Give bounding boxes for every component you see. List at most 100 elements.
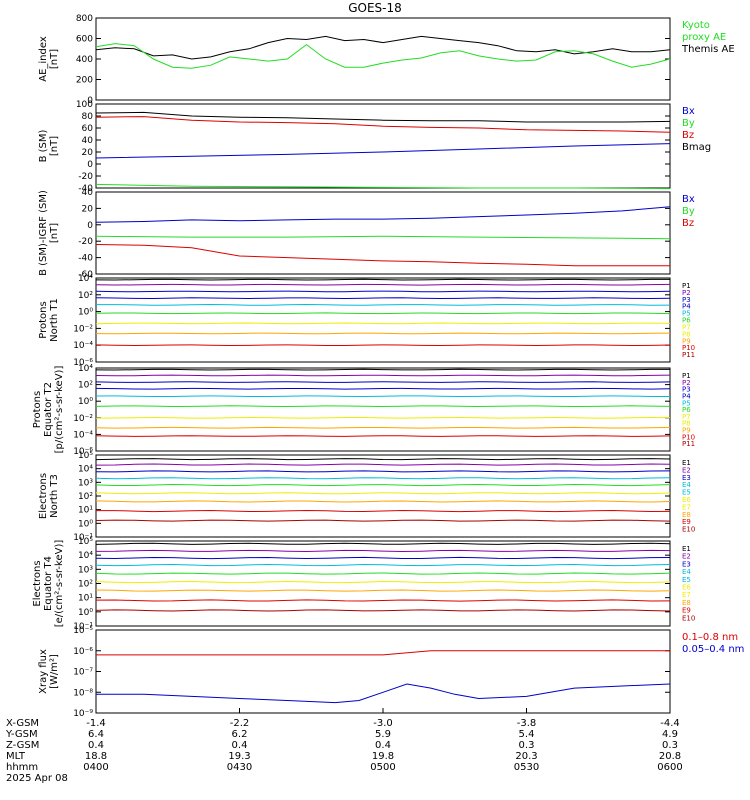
legend-label: Bz	[682, 218, 694, 229]
y-tick-label: 10¹	[78, 506, 93, 516]
y-tick-label: 0	[87, 160, 93, 170]
y-tick-label: 10⁻⁴	[73, 341, 93, 351]
series-line-P7	[95, 416, 671, 419]
ephemeris-value: 18.8	[85, 751, 107, 762]
legend-label: E9	[682, 518, 691, 526]
legend-label: P10	[682, 344, 695, 352]
ephemeris-row-label: Z-GSM	[6, 740, 39, 751]
ephemeris-row-label: X-GSM	[6, 718, 39, 729]
panel-frame	[95, 367, 671, 452]
series-line-Kyoto proxy AE	[95, 43, 671, 69]
ephemeris-table: X-GSM -1.4 -2.2 -3.0 -3.8 -4.4 Y-GSM 6.4 6.2 5.9 5…	[5, 708, 683, 784]
legend-label: E4	[682, 568, 691, 576]
series-line-P8	[95, 332, 671, 335]
y-axis-label: Protons	[38, 301, 49, 338]
panel-frame	[95, 277, 671, 363]
legend-label: P9	[682, 337, 691, 345]
ephemeris-value: 0.4	[375, 740, 391, 751]
legend-label: P5	[682, 310, 691, 318]
y-tick-label: 10¹	[78, 594, 93, 604]
series-line-P7	[95, 322, 671, 325]
y-tick-label: 10²	[78, 291, 93, 301]
y-tick-label: 10⁻¹	[73, 622, 93, 632]
ephemeris-value: -3.0	[373, 718, 393, 729]
y-axis-label: B (SM)-IGRF (SM)	[38, 190, 49, 276]
y-tick-label: 80	[82, 112, 94, 122]
legend-label: P7	[682, 323, 691, 331]
y-tick-label: 10⁻²	[73, 324, 93, 334]
y-tick-label: 10⁻¹	[73, 533, 93, 543]
panel-4: 10⁴ 10² 10⁰ 10⁻² 10⁻⁴ 10⁻⁶ Protons North T1 P1P2…	[38, 274, 695, 368]
y-tick-label: 10⁻⁷	[73, 668, 93, 678]
y-tick-label: 10⁻⁴	[73, 430, 93, 440]
series-line-P4	[95, 387, 671, 390]
legend-label: P4	[682, 303, 691, 311]
y-tick-label: 0	[87, 221, 93, 231]
legend-label: 0.1–0.8 nm	[682, 632, 738, 643]
ephemeris-value: 0430	[227, 762, 252, 773]
y-tick-label: -40	[78, 254, 93, 264]
legend-label: E7	[682, 591, 691, 599]
y-tick-label: 10⁰	[78, 397, 93, 407]
series-line-By	[95, 183, 671, 190]
ephemeris-row-label: Y-GSM	[5, 729, 38, 740]
y-tick-label: 20	[82, 148, 94, 158]
series-line-E2	[95, 463, 671, 466]
legend-label: By	[682, 206, 695, 217]
ephemeris-value: 0.4	[232, 740, 248, 751]
panel-frame	[95, 103, 671, 189]
legend-label: Bx	[682, 106, 695, 117]
y-tick-label: 40	[82, 188, 94, 198]
panel-frame	[95, 540, 671, 627]
series-line-E2	[95, 549, 671, 553]
date-label: 2025 Apr 08	[6, 773, 68, 784]
y-tick-label: 10⁰	[78, 519, 93, 529]
legend-label: P11	[682, 440, 695, 448]
series-line-Bx	[95, 206, 671, 223]
y-tick-label: 10³	[78, 565, 93, 575]
y-tick-label: 10⁻⁹	[73, 709, 93, 719]
y-tick-label: 600	[76, 35, 93, 45]
series-line-0.05–0.4 nm	[96, 683, 671, 704]
series-line-E1	[95, 458, 671, 461]
series-line-P3	[95, 381, 671, 383]
ephemeris-value: 5.9	[375, 729, 391, 740]
ephemeris-value: 4.9	[662, 729, 678, 740]
y-tick-label: 40	[82, 136, 94, 146]
legend-label: P2	[682, 379, 691, 387]
legend-label: P8	[682, 420, 691, 428]
y-axis-label: Electrons	[32, 560, 43, 606]
panel-6: 10⁵ 10⁴ 10³ 10² 10¹ 10⁰ 10⁻¹ Electrons North T3 E…	[38, 451, 695, 543]
series-line-By	[95, 235, 671, 240]
legend-label: P6	[682, 406, 691, 414]
y-tick-label: 10⁻⁶	[73, 358, 93, 368]
ephemeris-value: -3.8	[517, 718, 537, 729]
y-axis-label: [nT]	[49, 223, 60, 243]
y-axis-label: Xray flux	[38, 649, 49, 694]
series-line-Bz	[95, 116, 671, 133]
legend-label: proxy AE	[682, 32, 726, 43]
y-tick-label: -20	[78, 172, 93, 182]
y-axis-label: [nT]	[49, 136, 60, 156]
y-tick-label: 20	[82, 204, 94, 214]
y-axis-label: Equator T4	[43, 556, 54, 611]
y-tick-label: 60	[82, 124, 94, 134]
y-tick-label: 10³	[78, 478, 93, 488]
series-line-Bmag	[95, 111, 671, 123]
legend-label: E9	[682, 607, 691, 615]
ephemeris-value: 0600	[657, 762, 682, 773]
y-axis-label: [W/m²]	[49, 654, 60, 689]
legend-label: E6	[682, 584, 691, 592]
y-tick-label: 400	[76, 55, 93, 65]
legend-label: E1	[682, 545, 691, 553]
y-tick-label: 10⁴	[78, 364, 93, 374]
series-line-Bz	[95, 244, 670, 267]
y-tick-label: 10⁴	[78, 274, 93, 284]
legend-label: P6	[682, 317, 691, 325]
y-tick-label: 10⁰	[78, 308, 93, 318]
ephemeris-value: 0.3	[662, 740, 678, 751]
series-line-E9	[95, 609, 671, 612]
legend-label: E5	[682, 489, 691, 497]
ephemeris-value: 0500	[370, 762, 395, 773]
